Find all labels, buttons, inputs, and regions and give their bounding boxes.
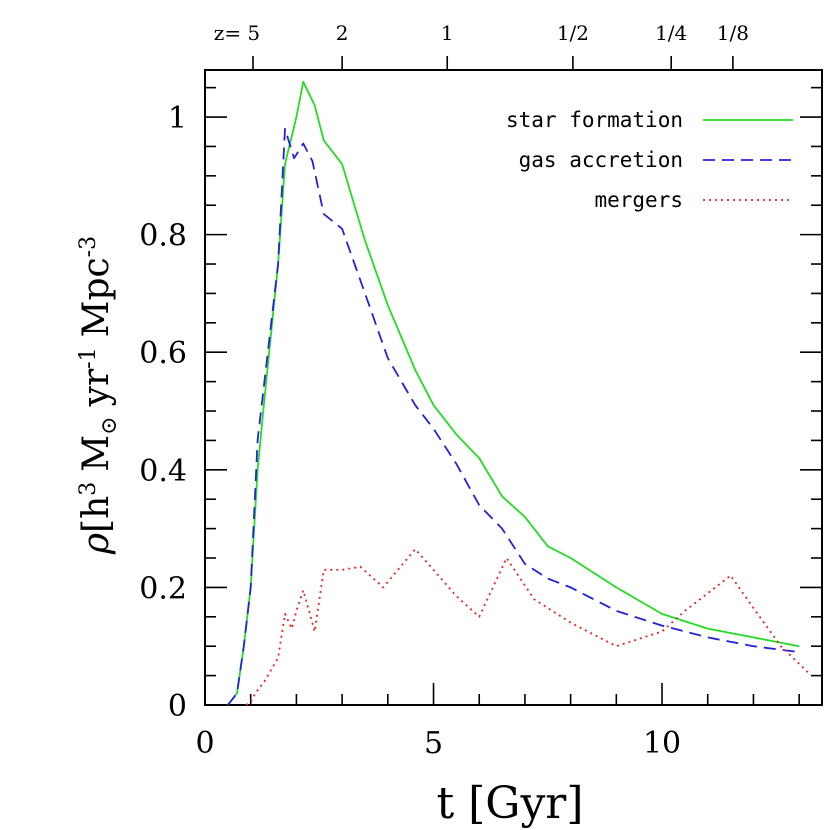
top-axis-label: z= 5 xyxy=(214,21,260,45)
svg-text:ρ[h3M⊙yr-1Mpc-3: ρ[h3 M⊙ yr-1 Mpc-3 xyxy=(76,236,122,555)
y-label-bracket: [ xyxy=(76,519,117,533)
y-label-rho: ρ xyxy=(76,533,117,555)
x-tick-label: 10 xyxy=(643,726,681,761)
y-tick-label: 1 xyxy=(168,101,187,136)
y-label-mpc-exp: -3 xyxy=(76,236,101,257)
y-label-msun: M xyxy=(76,435,117,472)
x-tick-label: 5 xyxy=(424,726,443,761)
top-axis-label: 2 xyxy=(336,21,349,45)
top-axis-label: 1/2 xyxy=(557,21,589,45)
y-label-h: h xyxy=(76,496,117,519)
plot-frame xyxy=(204,69,823,706)
y-tick-label: 0.6 xyxy=(139,336,187,371)
axes-group xyxy=(204,69,823,706)
y-label-msun-sub: ⊙ xyxy=(97,416,122,434)
y-label-h-exp: 3 xyxy=(76,482,101,496)
y-tick-label: 0.8 xyxy=(139,219,187,254)
ticks-group: 0 5 10 0 0.2 0.4 0.6 0.8 1 z= 5 2 1 1/2 1/4 1/8 xyxy=(139,21,822,761)
y-label-yr: yr xyxy=(76,368,117,407)
legend-label: star formation xyxy=(506,108,683,132)
legend: star formation gas accretion mergers xyxy=(506,108,793,212)
series-line-gas-accretion xyxy=(227,127,800,706)
series-line-mergers xyxy=(245,548,809,706)
y-tick-label: 0.2 xyxy=(139,571,187,606)
y-tick-label: 0.4 xyxy=(139,454,187,489)
y-tick-label: 0 xyxy=(168,689,187,724)
legend-label: gas accretion xyxy=(519,148,683,172)
legend-label: mergers xyxy=(594,188,683,212)
y-label-mpc: Mpc xyxy=(76,257,117,337)
top-axis-label: 1/4 xyxy=(655,21,687,45)
x-axis-label: t [Gyr] xyxy=(436,778,583,829)
y-axis-label: ρ[h3 M⊙ yr-1 Mpc-3 xyxy=(76,236,122,555)
top-axis-label: 1 xyxy=(441,21,454,45)
x-tick-label: 0 xyxy=(195,726,214,761)
y-label-yr-exp: -1 xyxy=(76,347,101,368)
series-line-star-formation xyxy=(227,80,800,706)
top-axis-label: 1/8 xyxy=(717,21,749,45)
series-group xyxy=(227,80,809,706)
